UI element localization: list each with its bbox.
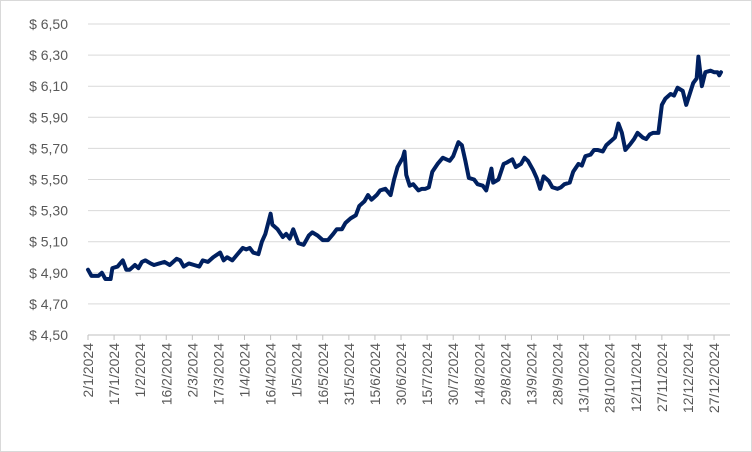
x-tick-label: 15/6/2024 <box>367 343 383 405</box>
x-tick-label: 2/3/2024 <box>184 343 200 398</box>
x-tick-label: 16/2/2024 <box>158 343 174 405</box>
y-tick-label: $ 6,30 <box>29 47 68 63</box>
y-tick-label: $ 4,70 <box>29 296 68 312</box>
x-tick-label: 17/1/2024 <box>106 343 122 405</box>
y-tick-label: $ 5,10 <box>29 234 68 250</box>
x-tick-label: 31/5/2024 <box>341 343 357 405</box>
x-tick-label: 1/4/2024 <box>237 343 253 398</box>
x-tick-label: 29/8/2024 <box>497 343 513 405</box>
x-tick-label: 17/3/2024 <box>210 343 226 405</box>
y-tick-label: $ 6,10 <box>29 78 68 94</box>
y-tick-label: $ 4,90 <box>29 265 68 281</box>
x-tick-label: 30/6/2024 <box>393 343 409 405</box>
x-tick-label: 28/10/2024 <box>602 343 618 413</box>
y-tick-label: $ 5,90 <box>29 109 68 125</box>
x-tick-label: 28/9/2024 <box>550 343 566 405</box>
x-tick-label: 27/12/2024 <box>706 343 722 413</box>
x-tick-label: 13/9/2024 <box>523 343 539 405</box>
y-tick-label: $ 4,50 <box>29 327 68 343</box>
x-tick-label: 1/5/2024 <box>289 343 305 398</box>
x-tick-label: 16/5/2024 <box>315 343 331 405</box>
x-tick-label: 12/12/2024 <box>680 343 696 413</box>
y-tick-label: $ 5,50 <box>29 172 68 188</box>
x-tick-label: 16/4/2024 <box>263 343 279 405</box>
x-tick-label: 15/7/2024 <box>419 343 435 405</box>
x-tick-label: 27/11/2024 <box>654 343 670 412</box>
y-tick-label: $ 6,50 <box>29 16 68 32</box>
x-tick-label: 14/8/2024 <box>471 343 487 405</box>
x-tick-label: 12/11/2024 <box>628 343 644 412</box>
x-tick-label: 1/2/2024 <box>132 343 148 398</box>
x-tick-label: 13/10/2024 <box>576 343 592 413</box>
y-tick-label: $ 5,70 <box>29 140 68 156</box>
line-series <box>86 54 723 282</box>
x-tick-label: 30/7/2024 <box>445 343 461 405</box>
x-tick-label: 2/1/2024 <box>80 343 96 398</box>
y-tick-label: $ 5,30 <box>29 203 68 219</box>
